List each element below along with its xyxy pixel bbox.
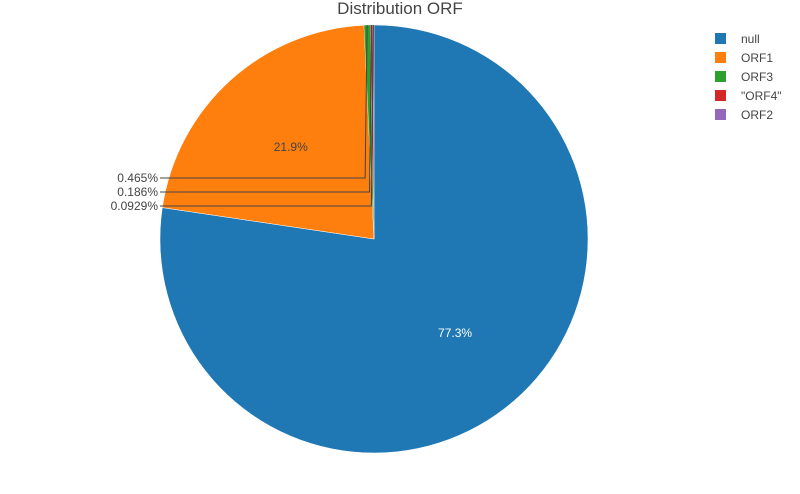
legend-label: ORF2 xyxy=(741,108,773,122)
legend-item[interactable]: ORF3 xyxy=(715,70,773,84)
slice-value-label: 0.186% xyxy=(117,185,158,199)
slice-value-label: 21.9% xyxy=(274,140,308,154)
legend-swatch xyxy=(715,52,726,63)
legend-item[interactable]: ORF1 xyxy=(715,51,773,65)
slice-value-label: 0.465% xyxy=(117,171,158,185)
slice-value-label: 0.0929% xyxy=(111,199,159,213)
pie-slices xyxy=(159,24,589,454)
legend-label: "ORF4" xyxy=(741,89,782,103)
pie-slice-2[interactable] xyxy=(162,24,375,240)
legend-swatch xyxy=(715,90,726,101)
legend-label: null xyxy=(741,32,760,46)
slice-value-label: 77.3% xyxy=(438,326,472,340)
legend-swatch xyxy=(715,71,726,82)
slice-leader-line xyxy=(160,25,368,179)
slice-labels: 77.3% 21.9% 0.465%0.186%0.0929% xyxy=(111,24,472,340)
slice-leader-line xyxy=(160,25,372,193)
chart-title: Distribution ORF xyxy=(337,0,463,18)
legend-label: ORF3 xyxy=(741,70,773,84)
legend-item[interactable]: ORF2 xyxy=(715,108,773,122)
slice-leader-line xyxy=(160,24,374,207)
legend-item[interactable]: "ORF4" xyxy=(715,89,782,103)
legend: null ORF1 ORF3 "ORF4" ORF2 xyxy=(715,32,782,122)
legend-swatch xyxy=(715,33,726,44)
legend-item[interactable]: null xyxy=(715,32,760,46)
legend-label: ORF1 xyxy=(741,51,773,65)
legend-swatch xyxy=(715,109,726,120)
